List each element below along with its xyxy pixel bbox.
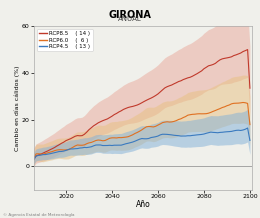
Text: ANUAL: ANUAL xyxy=(118,16,142,22)
X-axis label: Año: Año xyxy=(136,200,150,209)
Text: © Agencia Estatal de Meteorología: © Agencia Estatal de Meteorología xyxy=(3,213,74,217)
Y-axis label: Cambio en días cálidos (%): Cambio en días cálidos (%) xyxy=(15,65,20,151)
Text: GIRONA: GIRONA xyxy=(109,10,151,20)
Legend: RCP8.5    ( 14 ), RCP6.0    (  6 ), RCP4.5    ( 13 ): RCP8.5 ( 14 ), RCP6.0 ( 6 ), RCP4.5 ( 13… xyxy=(37,29,93,51)
